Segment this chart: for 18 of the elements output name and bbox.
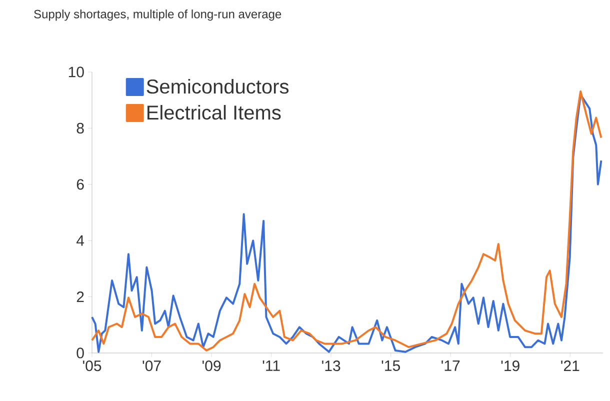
y-tick-label: 10 xyxy=(68,66,84,78)
x-tick-label: '09 xyxy=(202,360,221,372)
x-tick-label: '21 xyxy=(561,360,580,371)
legend-label: Semiconductors xyxy=(146,79,289,94)
x-tick-label: '07 xyxy=(142,360,161,372)
y-tick-label: 4 xyxy=(76,235,84,246)
y-tick-label: 8 xyxy=(76,122,84,134)
x-tick-label: '13 xyxy=(322,360,340,372)
x-tick-label: '15 xyxy=(382,360,400,371)
x-tick-label: '05 xyxy=(83,360,102,372)
chart-title: Supply shortages, multiple of long-run average xyxy=(34,10,282,21)
y-tick-label: 0 xyxy=(76,348,84,358)
x-tick-label: '19 xyxy=(501,360,520,372)
y-tick-label: 2 xyxy=(76,292,84,302)
y-tick-label: 6 xyxy=(76,179,84,190)
legend-label: Electrical Items xyxy=(148,104,281,120)
x-tick-label: '17 xyxy=(442,360,460,371)
x-tick-label: '11 xyxy=(262,360,280,371)
